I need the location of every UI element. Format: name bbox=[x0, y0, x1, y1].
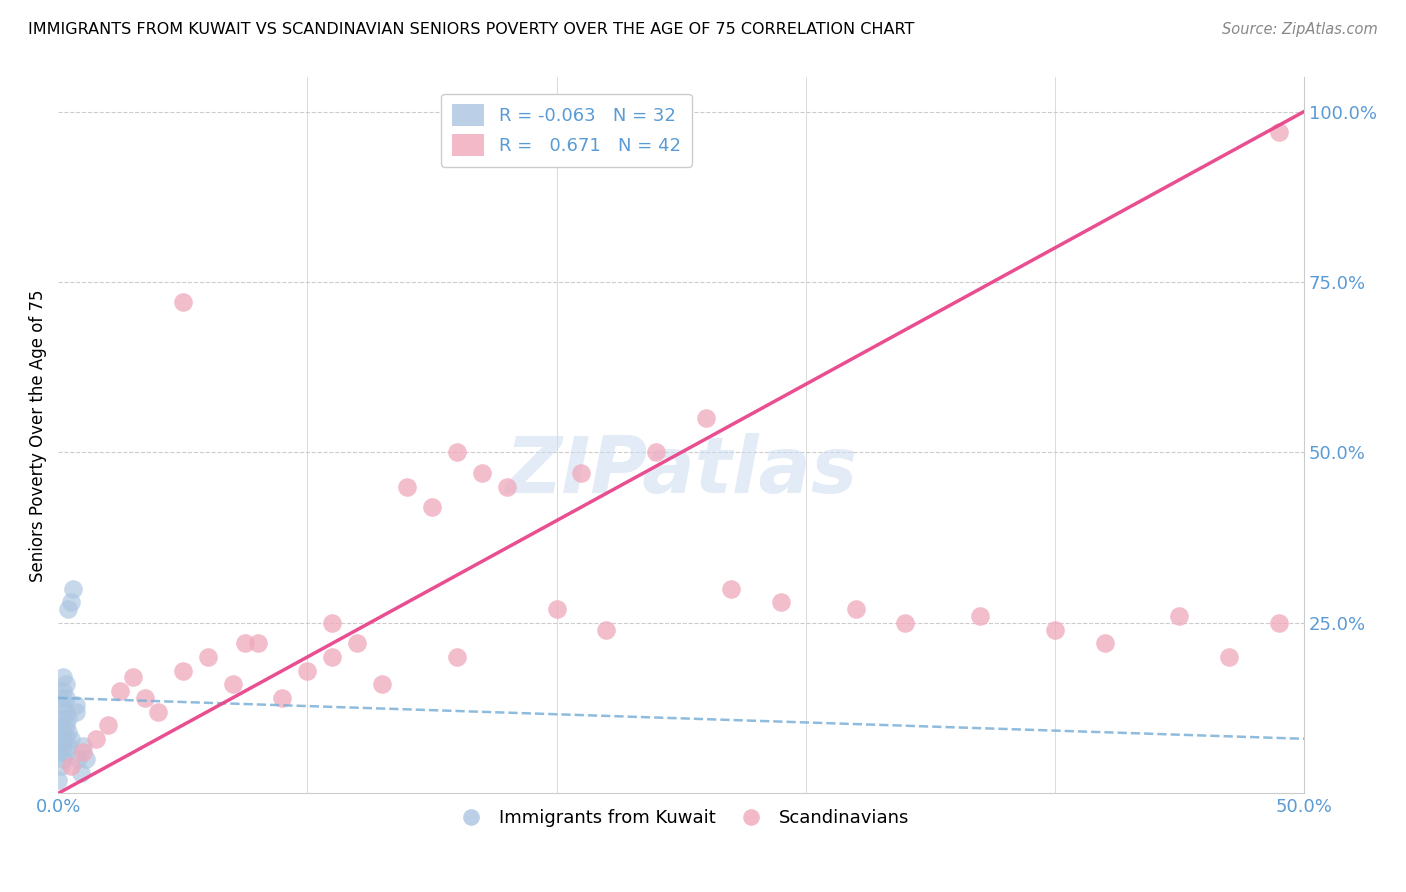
Point bbox=[495, 479, 517, 493]
Point bbox=[72, 739, 94, 753]
Point bbox=[769, 595, 792, 609]
Point bbox=[52, 684, 75, 698]
Point bbox=[55, 677, 77, 691]
Point bbox=[56, 739, 79, 753]
Point bbox=[1094, 636, 1116, 650]
Point bbox=[122, 670, 145, 684]
Point bbox=[55, 690, 77, 705]
Point bbox=[197, 650, 219, 665]
Point bbox=[894, 615, 917, 630]
Point bbox=[55, 746, 77, 760]
Point bbox=[55, 731, 77, 746]
Point bbox=[52, 698, 75, 712]
Point bbox=[221, 677, 243, 691]
Text: IMMIGRANTS FROM KUWAIT VS SCANDINAVIAN SENIORS POVERTY OVER THE AGE OF 75 CORREL: IMMIGRANTS FROM KUWAIT VS SCANDINAVIAN S… bbox=[28, 22, 914, 37]
Point bbox=[346, 636, 368, 650]
Point bbox=[134, 690, 156, 705]
Point bbox=[59, 731, 82, 746]
Point bbox=[49, 731, 72, 746]
Point bbox=[371, 677, 394, 691]
Point bbox=[49, 718, 72, 732]
Point bbox=[233, 636, 256, 650]
Point bbox=[59, 595, 82, 609]
Point bbox=[97, 718, 120, 732]
Point bbox=[72, 746, 94, 760]
Point bbox=[845, 602, 868, 616]
Point bbox=[172, 664, 194, 678]
Point bbox=[446, 445, 468, 459]
Point bbox=[56, 725, 79, 739]
Point bbox=[1168, 609, 1191, 624]
Legend: Immigrants from Kuwait, Scandinavians: Immigrants from Kuwait, Scandinavians bbox=[446, 802, 917, 834]
Point bbox=[395, 479, 418, 493]
Point bbox=[271, 690, 294, 705]
Point bbox=[55, 705, 77, 719]
Point bbox=[297, 664, 319, 678]
Point bbox=[420, 500, 443, 514]
Point bbox=[56, 602, 79, 616]
Point bbox=[1218, 650, 1240, 665]
Text: Source: ZipAtlas.com: Source: ZipAtlas.com bbox=[1222, 22, 1378, 37]
Point bbox=[46, 772, 69, 787]
Point bbox=[52, 711, 75, 725]
Point bbox=[1043, 623, 1066, 637]
Point bbox=[65, 705, 87, 719]
Text: ZIPatlas: ZIPatlas bbox=[505, 434, 858, 509]
Point bbox=[56, 711, 79, 725]
Point bbox=[969, 609, 991, 624]
Point bbox=[62, 582, 84, 596]
Point bbox=[49, 759, 72, 773]
Point bbox=[55, 718, 77, 732]
Point bbox=[59, 759, 82, 773]
Point bbox=[69, 765, 91, 780]
Point bbox=[65, 698, 87, 712]
Point bbox=[720, 582, 742, 596]
Point bbox=[67, 752, 90, 766]
Point bbox=[52, 725, 75, 739]
Point bbox=[321, 615, 343, 630]
Y-axis label: Seniors Poverty Over the Age of 75: Seniors Poverty Over the Age of 75 bbox=[30, 289, 46, 582]
Point bbox=[695, 411, 717, 425]
Point bbox=[75, 752, 97, 766]
Point bbox=[645, 445, 668, 459]
Point bbox=[84, 731, 107, 746]
Point bbox=[446, 650, 468, 665]
Point bbox=[172, 295, 194, 310]
Point bbox=[571, 466, 593, 480]
Point bbox=[49, 746, 72, 760]
Point bbox=[471, 466, 494, 480]
Point bbox=[146, 705, 169, 719]
Point bbox=[52, 670, 75, 684]
Point bbox=[1268, 615, 1291, 630]
Point bbox=[546, 602, 568, 616]
Point bbox=[595, 623, 617, 637]
Point bbox=[52, 752, 75, 766]
Point bbox=[1268, 125, 1291, 139]
Point bbox=[49, 690, 72, 705]
Point bbox=[246, 636, 269, 650]
Point bbox=[110, 684, 132, 698]
Point bbox=[52, 739, 75, 753]
Point bbox=[321, 650, 343, 665]
